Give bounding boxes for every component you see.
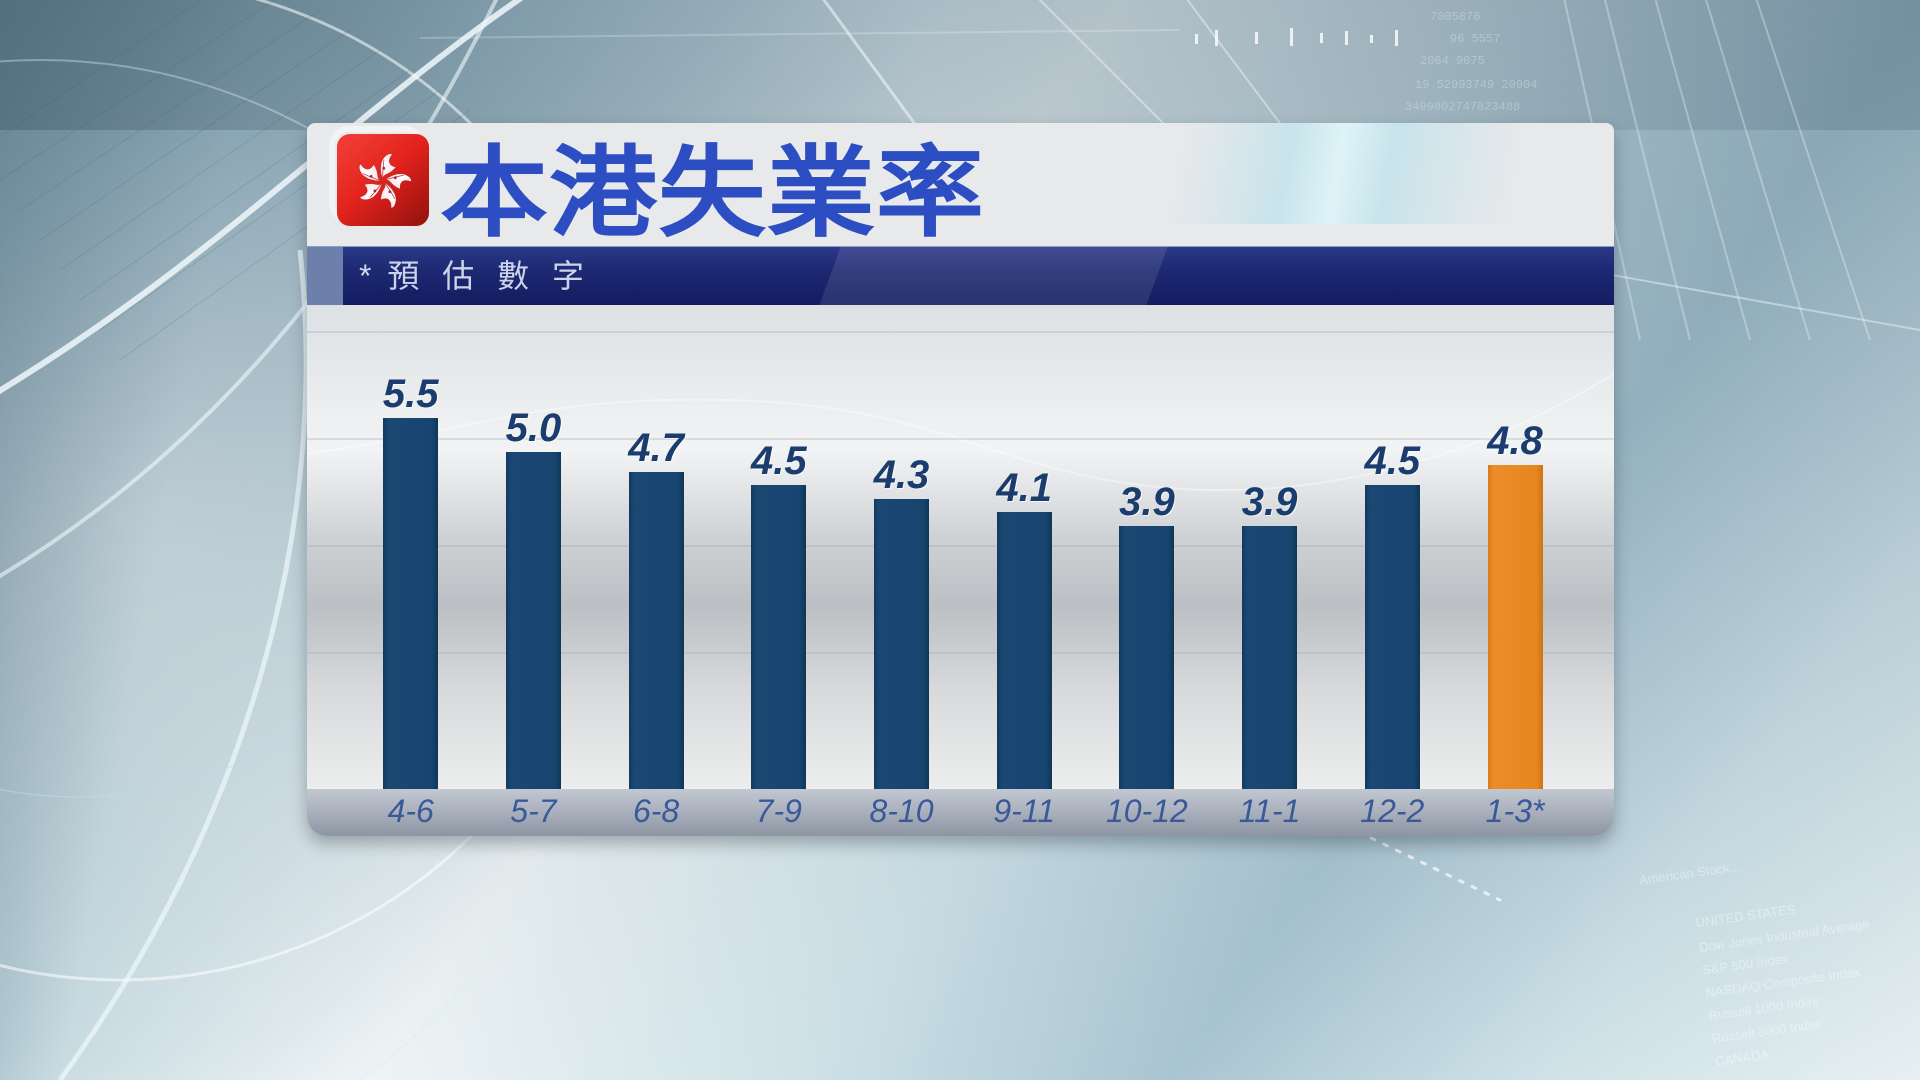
- svg-text:UNITED STATES: UNITED STATES: [1695, 901, 1797, 930]
- svg-text:7005876: 7005876: [1430, 10, 1480, 24]
- svg-text:2064 9075: 2064 9075: [1420, 54, 1485, 68]
- svg-text:96 5557: 96 5557: [1450, 32, 1500, 46]
- svg-text:S&P 500 Index: S&P 500 Index: [1701, 951, 1789, 978]
- svg-text:CANADA: CANADA: [1714, 1046, 1770, 1068]
- svg-text:3499002747823488: 3499002747823488: [1405, 100, 1520, 114]
- svg-text:19 52993749 20904: 19 52993749 20904: [1415, 78, 1537, 92]
- svg-text:American Stock...: American Stock...: [1638, 859, 1741, 888]
